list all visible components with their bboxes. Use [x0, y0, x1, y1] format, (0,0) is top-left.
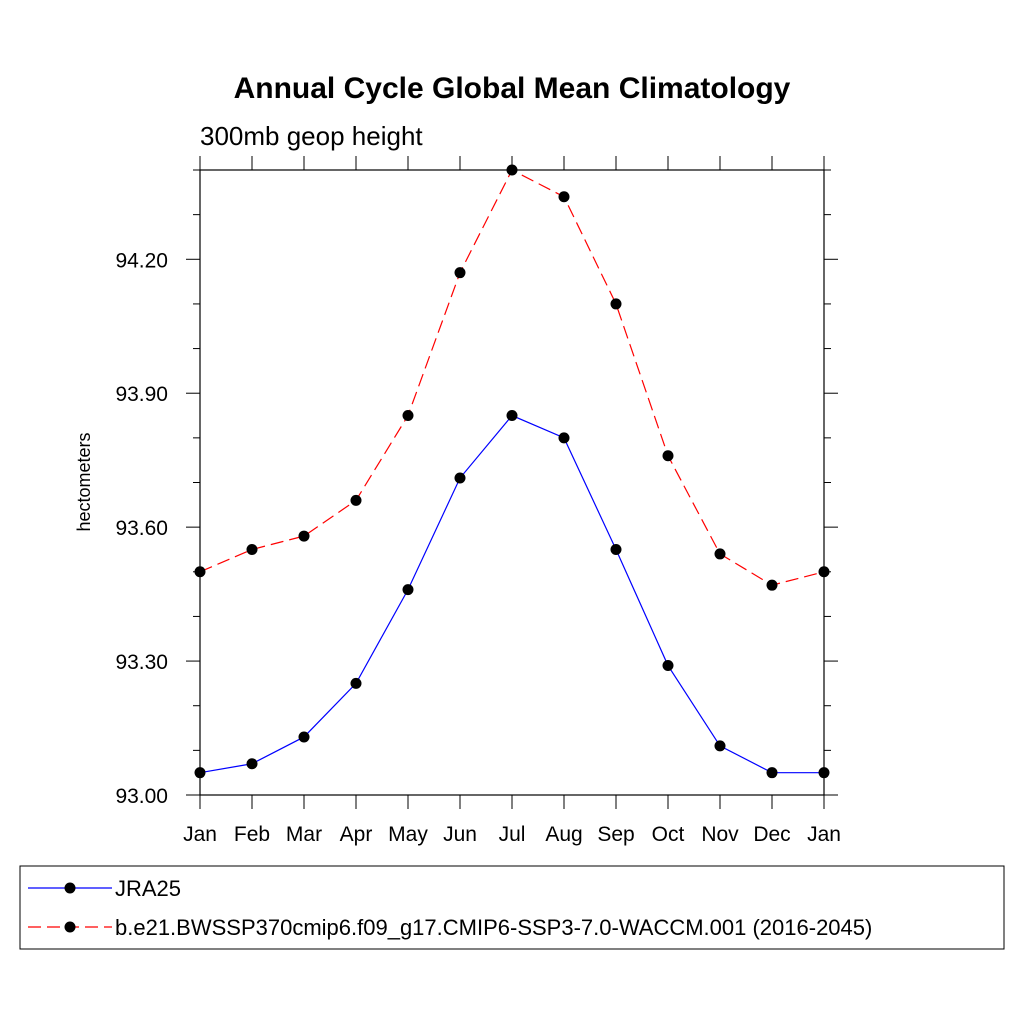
- series-0-point-3: [350, 677, 362, 689]
- x-tick-label-1: Feb: [234, 823, 270, 846]
- x-tick-label-7: Aug: [545, 823, 582, 846]
- series-1-point-9: [662, 450, 674, 462]
- y-tick-label-4: 94.20: [115, 249, 168, 272]
- x-tick-label-5: Jun: [443, 823, 477, 846]
- series-0-point-1: [246, 758, 258, 770]
- x-tick-label-9: Oct: [652, 823, 685, 846]
- x-tick-label-2: Mar: [286, 823, 322, 846]
- chart-title: Annual Cycle Global Mean Climatology: [234, 72, 791, 105]
- y-tick-label-2: 93.60: [115, 517, 168, 540]
- series-0-point-8: [610, 543, 622, 555]
- legend: JRA25 b.e21.BWSSP370cmip6.f09_g17.CMIP6-…: [19, 865, 1005, 950]
- series-0-point-6: [506, 410, 518, 422]
- series-0-point-2: [298, 731, 310, 743]
- series-0-point-5: [454, 472, 466, 484]
- series-line-0: [199, 414, 824, 774]
- series-1-point-11: [766, 579, 778, 591]
- x-tick-label-6: Jul: [499, 823, 526, 846]
- series-1-point-6: [506, 164, 518, 176]
- x-tick-label-8: Sep: [597, 823, 634, 846]
- legend-marker-jra25: [64, 882, 76, 894]
- series-1-point-10: [714, 548, 726, 560]
- series-1-point-3: [350, 494, 362, 506]
- x-tick-label-10: Nov: [701, 823, 739, 846]
- y-tick-label-3: 93.90: [115, 383, 168, 406]
- axes-ticks: Jan Feb Mar Apr May Jun Jul Aug Sep Oct Nov Dec Jan 9…: [115, 156, 841, 846]
- series-0: [194, 410, 830, 779]
- legend-label-jra25: JRA25: [115, 876, 181, 901]
- plot-frame: [199, 169, 825, 796]
- series-1-point-8: [610, 298, 622, 310]
- series-layer: [194, 164, 830, 779]
- series-1-point-4: [402, 410, 414, 422]
- series-1-point-12: [818, 566, 830, 578]
- series-0-point-9: [662, 660, 674, 672]
- series-0-point-10: [714, 740, 726, 752]
- chart-subtitle: 300mb geop height: [200, 121, 423, 151]
- series-0-point-11: [766, 767, 778, 779]
- series-0-point-4: [402, 584, 414, 596]
- legend-box: [19, 865, 1005, 950]
- series-0-point-0: [194, 767, 206, 779]
- series-1-point-7: [558, 191, 570, 203]
- series-1-point-2: [298, 530, 310, 542]
- y-axis-label: hectometers: [74, 432, 94, 531]
- series-1-point-0: [194, 566, 206, 578]
- x-tick-label-12: Jan: [807, 823, 841, 846]
- y-tick-label-1: 93.30: [115, 651, 168, 674]
- series-0-point-12: [818, 767, 830, 779]
- y-tick-label-0: 93.00: [115, 785, 168, 808]
- series-1-point-1: [246, 543, 258, 555]
- legend-label-waccm: b.e21.BWSSP370cmip6.f09_g17.CMIP6-SSP3-7…: [115, 915, 872, 940]
- series-0-point-7: [558, 432, 570, 444]
- x-tick-label-4: May: [388, 823, 428, 846]
- legend-entry-jra25: JRA25: [28, 876, 181, 901]
- legend-entry-waccm: b.e21.BWSSP370cmip6.f09_g17.CMIP6-SSP3-7…: [28, 915, 872, 940]
- series-line-1: [199, 169, 825, 586]
- legend-marker-waccm: [64, 921, 76, 933]
- series-1-point-5: [454, 267, 466, 279]
- x-tick-label-11: Dec: [753, 823, 790, 846]
- x-tick-label-0: Jan: [183, 823, 217, 846]
- series-1: [194, 164, 830, 591]
- x-tick-label-3: Apr: [340, 823, 373, 846]
